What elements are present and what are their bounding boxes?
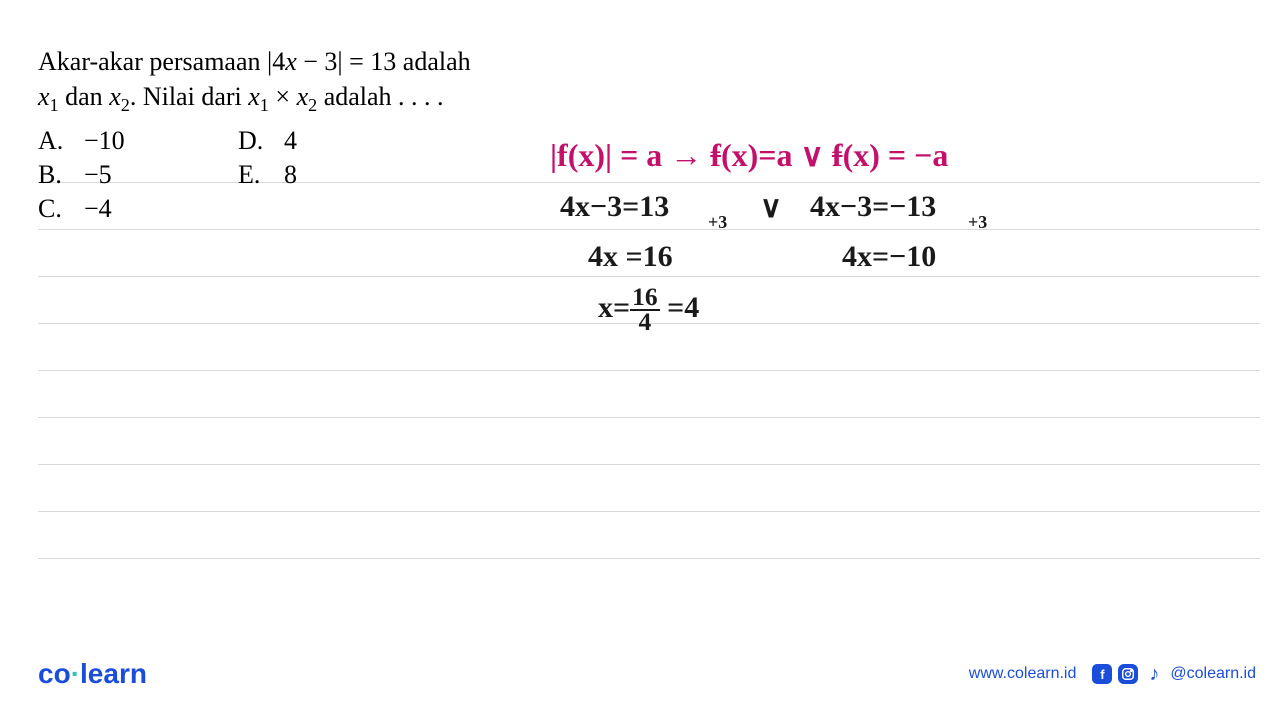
option-c: C.−4 <box>38 194 238 224</box>
question-block: Akar-akar persamaan |4x − 3| = 13 adalah… <box>38 44 578 224</box>
question-line-2: x1 dan x2. Nilai dari x1 × x2 adalah . .… <box>38 79 578 118</box>
handwritten-plus3-2: +3 <box>968 212 987 233</box>
question-line-1: Akar-akar persamaan |4x − 3| = 13 adalah <box>38 44 578 79</box>
website-url: www.colearn.id <box>969 665 1077 683</box>
facebook-icon: f <box>1092 664 1112 684</box>
handwritten-rule: |f(x)| = a → f(x)=a ∨ f(x) = −a <box>550 136 948 174</box>
option-a: A.−10 <box>38 126 238 156</box>
handwritten-eq2-right: 4x=−10 <box>842 240 936 274</box>
brand-logo: co·learn <box>38 658 147 690</box>
options-grid: A.−10 D.4 B.−5 E.8 C.−4 <box>38 126 578 224</box>
footer: co·learn www.colearn.id f ♪ @colearn.id <box>38 658 1256 690</box>
handwritten-eq3: x=164 =4 <box>598 286 699 334</box>
instagram-icon <box>1118 664 1138 684</box>
handwritten-eq2-left: 4x =16 <box>588 240 673 274</box>
option-e: E.8 <box>238 160 438 190</box>
handwritten-eq1-right: 4x−3=−13 <box>810 190 936 224</box>
handwritten-plus3-1: +3 <box>708 212 727 233</box>
option-d: D.4 <box>238 126 438 156</box>
handwritten-eq1-left: 4x−3=13 <box>560 190 669 224</box>
option-b: B.−5 <box>38 160 238 190</box>
social-icons: f ♪ @colearn.id <box>1092 664 1256 684</box>
handwritten-or: ∨ <box>760 190 782 225</box>
social-handle: @colearn.id <box>1170 665 1256 683</box>
tiktok-icon: ♪ <box>1144 664 1164 684</box>
